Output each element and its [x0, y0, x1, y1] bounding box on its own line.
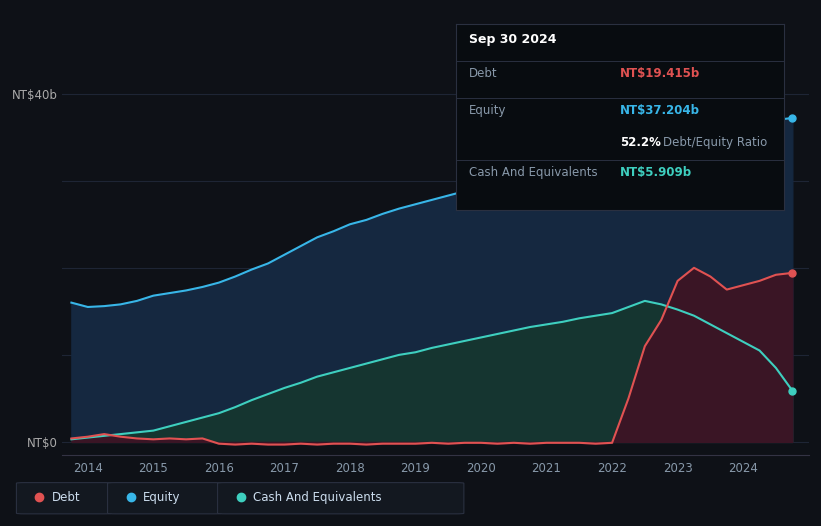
- Text: Sep 30 2024: Sep 30 2024: [469, 33, 557, 46]
- Text: Cash And Equivalents: Cash And Equivalents: [253, 491, 382, 503]
- FancyBboxPatch shape: [16, 483, 112, 514]
- Text: 52.2%: 52.2%: [620, 136, 661, 149]
- Text: NT$5.909b: NT$5.909b: [620, 166, 692, 179]
- Text: Equity: Equity: [143, 491, 181, 503]
- Text: Debt/Equity Ratio: Debt/Equity Ratio: [663, 136, 767, 149]
- Text: Cash And Equivalents: Cash And Equivalents: [469, 166, 598, 179]
- Text: Debt: Debt: [469, 67, 498, 79]
- Text: Equity: Equity: [469, 104, 507, 117]
- Text: NT$19.415b: NT$19.415b: [620, 67, 700, 79]
- FancyBboxPatch shape: [108, 483, 222, 514]
- Text: Debt: Debt: [52, 491, 80, 503]
- Text: NT$37.204b: NT$37.204b: [620, 104, 699, 117]
- FancyBboxPatch shape: [218, 483, 464, 514]
